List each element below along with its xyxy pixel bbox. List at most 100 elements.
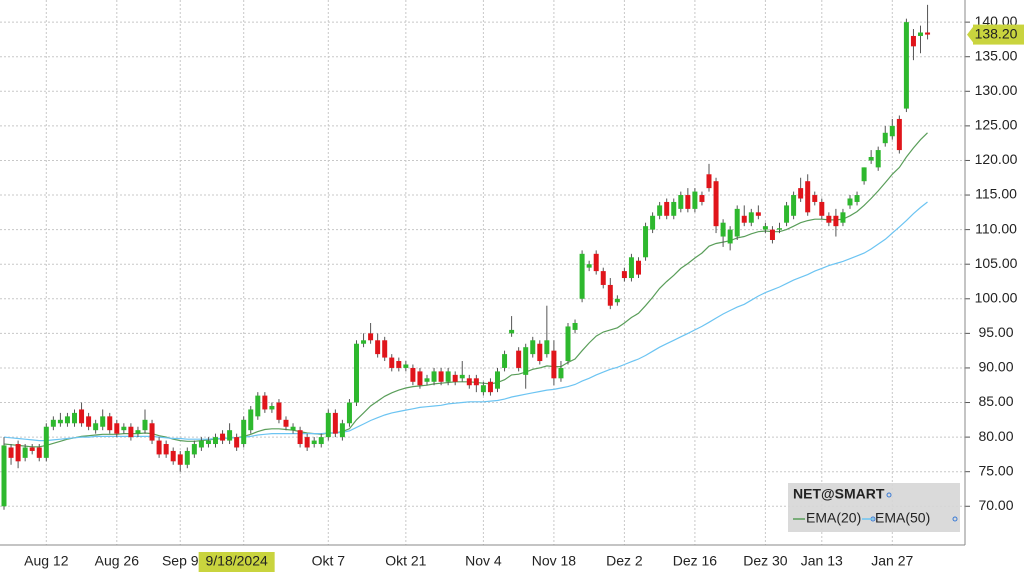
candle-body <box>332 412 338 434</box>
candle-body <box>29 447 35 451</box>
candle-body <box>875 150 881 168</box>
candle-body <box>431 371 437 382</box>
candle-body <box>424 378 430 382</box>
candle-body <box>43 426 49 458</box>
x-tick-label: Nov 18 <box>532 553 577 569</box>
candle-body <box>276 402 282 420</box>
candle-body <box>163 444 169 455</box>
candle-body <box>459 374 465 379</box>
candle-body <box>551 350 557 379</box>
candle-body <box>918 32 923 36</box>
candle-body <box>107 416 113 431</box>
candle-body <box>657 205 663 216</box>
candle-body <box>600 271 606 285</box>
candle-body <box>473 378 479 386</box>
legend-symbol: NET@SMART <box>793 486 885 502</box>
candle-body <box>530 340 536 355</box>
candle-body <box>664 201 670 216</box>
candle-body <box>706 174 712 189</box>
candle-body <box>523 347 529 375</box>
candle-body <box>805 181 811 213</box>
candle-body <box>354 343 359 403</box>
last-value-marker <box>967 25 974 44</box>
candle-body <box>621 271 627 279</box>
candle-body <box>290 426 296 431</box>
candle-body <box>452 374 458 382</box>
x-tick-label: Aug 26 <box>95 553 140 569</box>
candle-body <box>255 395 261 417</box>
x-tick-label: Aug 12 <box>24 553 69 569</box>
y-tick-label: 100.00 <box>975 289 1018 305</box>
y-tick-label: 120.00 <box>975 151 1018 167</box>
candle-body <box>882 132 888 144</box>
candle-body <box>57 419 63 424</box>
candle-body <box>410 367 416 382</box>
candle-body <box>720 222 726 237</box>
candle-body <box>227 430 233 441</box>
candle-body <box>304 437 310 448</box>
y-tick-label: 130.00 <box>975 82 1018 98</box>
candle-body <box>269 405 275 410</box>
y-tick-label: 90.00 <box>978 359 1013 375</box>
y-tick-label: 75.00 <box>978 462 1013 478</box>
y-tick-label: 95.00 <box>978 324 1013 340</box>
candle-body <box>643 226 649 258</box>
candle-body <box>297 430 303 445</box>
candle-body <box>502 354 508 368</box>
candle-body <box>910 35 916 47</box>
candle-body <box>86 416 92 427</box>
candle-body <box>142 419 148 431</box>
candle-body <box>791 195 797 216</box>
candle-body <box>170 450 176 462</box>
candle-body <box>389 357 395 368</box>
candle-body <box>8 447 14 458</box>
x-tick-label: Dez 30 <box>743 553 788 569</box>
candle-body <box>325 412 331 438</box>
candle-body <box>854 195 860 202</box>
candle-body <box>487 381 493 393</box>
candle-body <box>537 343 543 362</box>
candle-body <box>628 257 634 279</box>
candle-body <box>191 444 197 455</box>
candle-body <box>671 201 677 216</box>
candle-body <box>368 333 374 341</box>
y-tick-label: 70.00 <box>978 497 1013 513</box>
candle-body <box>417 371 423 386</box>
x-tick-label: Okt 7 <box>312 553 346 569</box>
candle-body <box>777 228 782 230</box>
candle-body <box>636 260 641 275</box>
candle-body <box>361 340 367 344</box>
candle-body <box>798 188 804 199</box>
candle-body <box>819 201 825 216</box>
candle-body <box>220 433 226 441</box>
legend-icon <box>952 516 958 522</box>
candle-body <box>15 444 21 462</box>
candle-body <box>100 416 106 427</box>
candle-body <box>650 215 656 230</box>
x-tick-label: Dez 16 <box>673 553 718 569</box>
candle-body <box>593 253 599 272</box>
candle-body <box>678 195 684 209</box>
candle-body <box>403 364 409 368</box>
y-tick-label: 85.00 <box>978 393 1013 409</box>
candle-body <box>769 229 775 240</box>
y-tick-label: 110.00 <box>975 220 1017 236</box>
date-marker-box <box>198 552 275 572</box>
legend-label: EMA(20) <box>806 510 861 526</box>
candle-body <box>198 440 204 448</box>
candle-body <box>699 195 705 202</box>
candle-body <box>466 378 472 386</box>
candle-body <box>234 437 240 448</box>
candle-body <box>614 298 620 303</box>
candle-body <box>925 32 931 35</box>
candle-body <box>311 440 317 445</box>
candle-body <box>903 22 909 109</box>
candle-body <box>50 419 56 427</box>
candle-body <box>248 409 254 431</box>
candle-body <box>847 198 853 206</box>
candle-body <box>833 215 839 227</box>
candle-body <box>755 212 761 216</box>
candle-body <box>826 215 832 223</box>
candle-body <box>72 412 77 424</box>
